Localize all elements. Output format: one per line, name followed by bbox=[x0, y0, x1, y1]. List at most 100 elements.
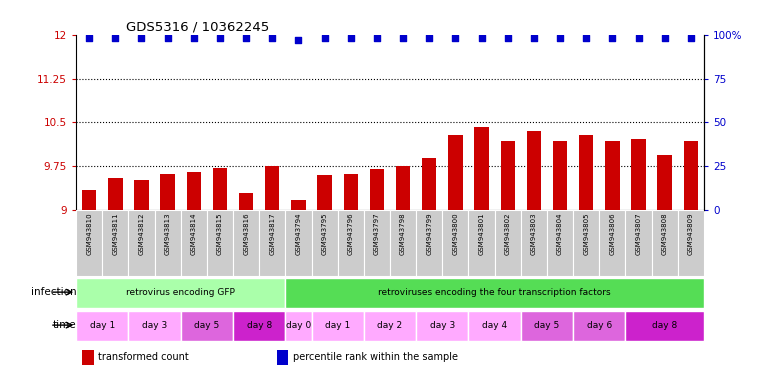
Text: GSM943813: GSM943813 bbox=[164, 212, 170, 255]
Point bbox=[501, 35, 514, 41]
Bar bbox=[600, 210, 626, 276]
Text: GDS5316 / 10362245: GDS5316 / 10362245 bbox=[126, 20, 269, 33]
Point bbox=[632, 35, 645, 41]
Bar bbox=[82, 190, 97, 210]
Bar bbox=[552, 141, 567, 210]
Text: retrovirus encoding GFP: retrovirus encoding GFP bbox=[126, 288, 235, 297]
Point bbox=[371, 35, 383, 41]
Bar bbox=[260, 210, 285, 276]
Bar bbox=[605, 141, 619, 210]
Bar bbox=[442, 210, 469, 276]
Text: day 5: day 5 bbox=[534, 321, 559, 329]
Text: GSM943808: GSM943808 bbox=[661, 212, 667, 255]
Text: GSM943814: GSM943814 bbox=[191, 212, 197, 255]
Text: GSM943806: GSM943806 bbox=[610, 212, 616, 255]
Bar bbox=[527, 131, 541, 210]
Bar bbox=[338, 210, 364, 276]
Text: GSM943812: GSM943812 bbox=[139, 212, 145, 255]
Bar bbox=[573, 210, 600, 276]
Bar bbox=[181, 311, 233, 341]
Bar bbox=[76, 278, 285, 308]
Text: GSM943805: GSM943805 bbox=[583, 212, 589, 255]
Text: day 1: day 1 bbox=[325, 321, 350, 329]
Bar bbox=[102, 210, 129, 276]
Text: day 4: day 4 bbox=[482, 321, 508, 329]
Bar bbox=[390, 210, 416, 276]
Text: day 2: day 2 bbox=[377, 321, 403, 329]
Text: day 8: day 8 bbox=[652, 321, 677, 329]
Bar bbox=[233, 210, 260, 276]
Bar bbox=[422, 158, 437, 210]
Text: day 6: day 6 bbox=[587, 321, 612, 329]
Text: GSM943804: GSM943804 bbox=[557, 212, 563, 255]
Bar bbox=[181, 210, 207, 276]
Bar bbox=[469, 210, 495, 276]
Bar bbox=[129, 210, 154, 276]
Bar bbox=[521, 311, 573, 341]
Bar bbox=[364, 311, 416, 341]
Text: GSM943810: GSM943810 bbox=[86, 212, 92, 255]
Bar bbox=[683, 141, 698, 210]
Text: GSM943816: GSM943816 bbox=[243, 212, 249, 255]
Text: GSM943798: GSM943798 bbox=[400, 212, 406, 255]
Bar bbox=[277, 350, 288, 365]
Bar bbox=[285, 278, 704, 308]
Bar bbox=[265, 166, 279, 210]
Point bbox=[319, 35, 331, 41]
Point bbox=[345, 35, 357, 41]
Bar bbox=[364, 210, 390, 276]
Bar bbox=[626, 311, 704, 341]
Point bbox=[658, 35, 670, 41]
Bar bbox=[311, 210, 338, 276]
Bar bbox=[370, 169, 384, 210]
Bar bbox=[626, 210, 651, 276]
Bar bbox=[651, 210, 678, 276]
Bar bbox=[469, 311, 521, 341]
Point bbox=[554, 35, 566, 41]
Bar bbox=[76, 210, 102, 276]
Text: day 8: day 8 bbox=[247, 321, 272, 329]
Point bbox=[188, 35, 200, 41]
Bar bbox=[501, 141, 515, 210]
Text: GSM943803: GSM943803 bbox=[531, 212, 537, 255]
Text: GSM943799: GSM943799 bbox=[426, 212, 432, 255]
Text: GSM943817: GSM943817 bbox=[269, 212, 275, 255]
Text: GSM943795: GSM943795 bbox=[322, 212, 328, 255]
Bar bbox=[129, 311, 181, 341]
Bar bbox=[343, 174, 358, 210]
Bar bbox=[108, 178, 123, 210]
Bar bbox=[207, 210, 233, 276]
Point bbox=[607, 35, 619, 41]
Bar bbox=[416, 210, 442, 276]
Bar bbox=[448, 136, 463, 210]
Text: GSM943794: GSM943794 bbox=[295, 212, 301, 255]
Point bbox=[83, 35, 95, 41]
Point bbox=[423, 35, 435, 41]
Point bbox=[580, 35, 592, 41]
Text: day 1: day 1 bbox=[90, 321, 115, 329]
Text: time: time bbox=[53, 320, 77, 330]
Text: GSM943797: GSM943797 bbox=[374, 212, 380, 255]
Bar bbox=[521, 210, 547, 276]
Text: GSM943815: GSM943815 bbox=[217, 212, 223, 255]
Bar bbox=[678, 210, 704, 276]
Point bbox=[685, 35, 697, 41]
Text: GSM943807: GSM943807 bbox=[635, 212, 642, 255]
Bar bbox=[317, 175, 332, 210]
Bar bbox=[213, 168, 228, 210]
Text: percentile rank within the sample: percentile rank within the sample bbox=[293, 352, 457, 362]
Text: day 3: day 3 bbox=[430, 321, 455, 329]
Bar bbox=[579, 136, 594, 210]
Bar bbox=[134, 180, 148, 210]
Text: GSM943796: GSM943796 bbox=[348, 212, 354, 255]
Text: transformed count: transformed count bbox=[98, 352, 189, 362]
Bar bbox=[416, 311, 469, 341]
Bar bbox=[291, 200, 306, 210]
Point bbox=[292, 37, 304, 43]
Bar bbox=[658, 155, 672, 210]
Point bbox=[449, 35, 461, 41]
Point bbox=[397, 35, 409, 41]
Point bbox=[135, 35, 148, 41]
Point bbox=[528, 35, 540, 41]
Point bbox=[110, 35, 122, 41]
